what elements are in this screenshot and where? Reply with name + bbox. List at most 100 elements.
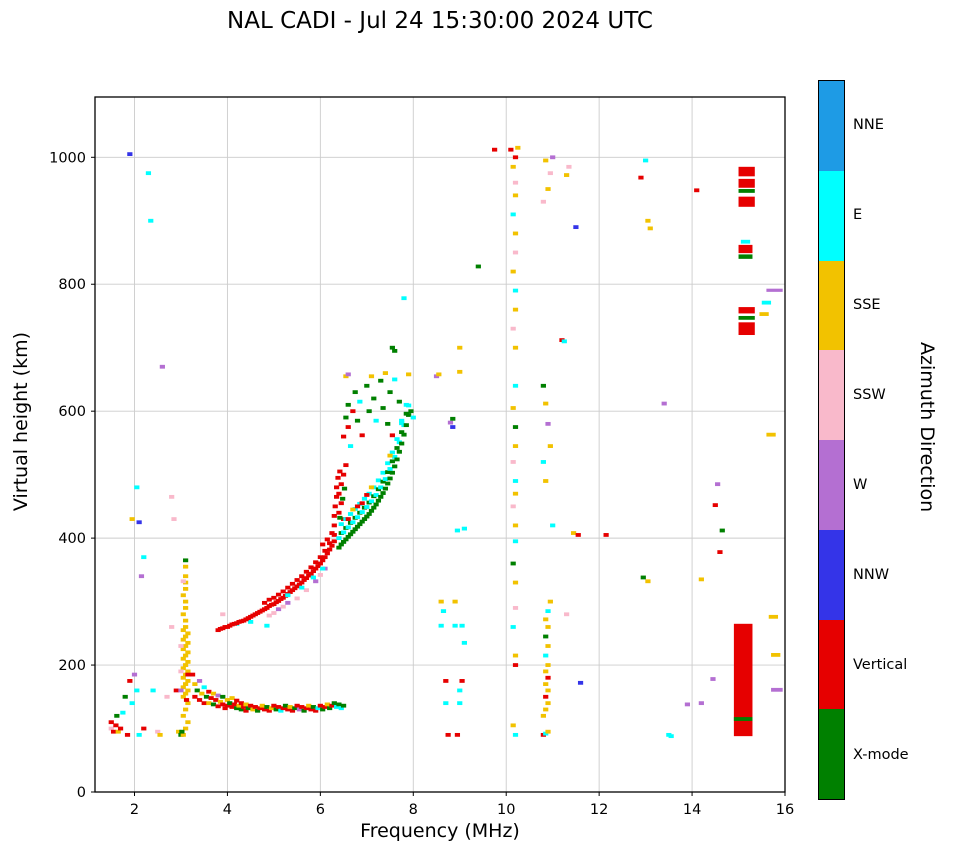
data-block (733, 717, 753, 721)
data-point (515, 145, 521, 150)
data-block (768, 614, 779, 619)
data-point (196, 679, 203, 683)
data-block (738, 178, 755, 188)
data-point (185, 659, 191, 664)
data-point (512, 606, 519, 610)
data-point (545, 609, 551, 614)
data-point (545, 675, 551, 680)
data-point (389, 470, 395, 475)
data-point (310, 575, 316, 580)
data-point (354, 504, 361, 509)
data-point (382, 371, 389, 375)
data-point (545, 688, 551, 693)
data-point (294, 584, 300, 589)
data-point (201, 685, 207, 690)
data-point (292, 706, 298, 711)
data-point (357, 399, 363, 404)
data-point (220, 612, 226, 617)
data-point (183, 574, 189, 579)
x-tick-label: 10 (497, 802, 515, 818)
data-point (192, 682, 198, 687)
data-point (129, 517, 135, 521)
data-point (457, 688, 463, 693)
data-point (303, 569, 310, 574)
data-point (178, 688, 184, 693)
data-point (171, 517, 177, 521)
data-point (320, 566, 326, 571)
data-point (127, 152, 133, 157)
colorbar-segment-E (819, 170, 844, 261)
data-point (450, 425, 456, 429)
y-tick-label: 200 (58, 658, 86, 674)
data-point (280, 595, 286, 600)
data-point (329, 531, 335, 535)
colorbar (818, 80, 845, 800)
data-point (252, 705, 258, 709)
data-point (512, 180, 519, 185)
data-point (138, 574, 145, 579)
data-point (545, 421, 551, 426)
data-point (185, 679, 191, 683)
data-point (643, 158, 649, 163)
data-point (401, 432, 407, 437)
data-point (640, 575, 646, 580)
data-point (185, 631, 191, 636)
data-point (698, 701, 704, 706)
data-point (385, 470, 391, 475)
data-point (136, 520, 142, 525)
data-point (510, 625, 516, 629)
data-point (173, 688, 179, 693)
data-point (510, 269, 516, 274)
data-point (380, 479, 386, 484)
data-point (306, 703, 312, 708)
data-point (185, 640, 191, 645)
data-point (114, 713, 120, 718)
data-point (385, 421, 391, 426)
data-point (338, 522, 344, 527)
data-point (543, 479, 549, 483)
data-point (243, 708, 249, 713)
data-point (438, 599, 444, 604)
data-point (280, 604, 286, 609)
data-point (368, 374, 375, 379)
data-point (450, 416, 456, 421)
data-point (264, 705, 270, 709)
x-tick-label: 12 (590, 802, 608, 818)
data-point (206, 701, 212, 706)
data-point (287, 705, 293, 709)
data-point (638, 175, 644, 180)
data-point (303, 576, 310, 581)
data-point (512, 653, 519, 658)
data-point (543, 707, 549, 712)
data-point (122, 694, 128, 699)
data-point (192, 694, 198, 699)
data-point (313, 560, 319, 565)
data-point (364, 383, 370, 388)
data-point (352, 527, 358, 532)
x-tick-label: 4 (223, 802, 232, 818)
data-point (343, 374, 349, 379)
data-block (766, 288, 783, 292)
data-block (771, 687, 783, 692)
data-point (361, 496, 368, 501)
data-point (340, 434, 347, 439)
data-point (215, 704, 221, 709)
y-tick-label: 800 (58, 277, 86, 293)
data-point (645, 579, 651, 584)
data-point (180, 694, 186, 699)
data-block (771, 653, 781, 657)
data-point (194, 688, 200, 693)
data-point (150, 688, 156, 693)
data-point (543, 669, 549, 674)
data-point (145, 171, 152, 176)
data-point (234, 698, 240, 703)
data-point (540, 713, 546, 718)
data-point (550, 523, 556, 528)
data-point (183, 707, 189, 712)
data-point (308, 707, 314, 712)
data-point (373, 418, 379, 423)
data-point (475, 264, 481, 269)
data-point (306, 573, 312, 578)
data-point (294, 578, 300, 582)
